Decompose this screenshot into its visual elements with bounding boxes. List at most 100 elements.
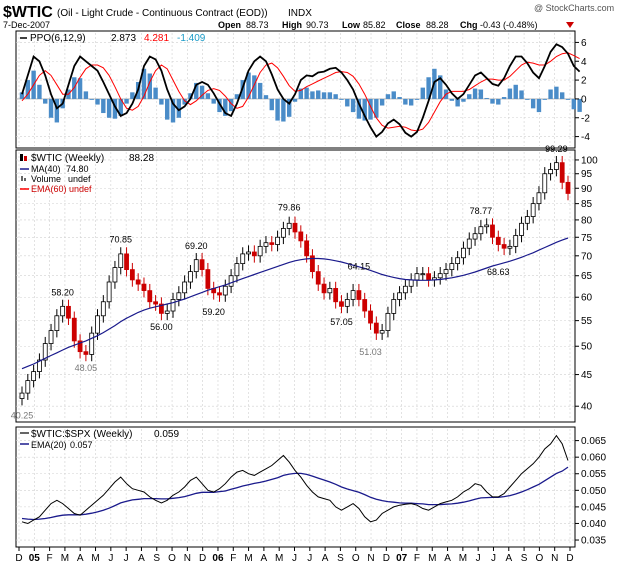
ppo-histogram-bar	[246, 72, 251, 99]
ppo-histogram-bar	[530, 98, 536, 109]
chg-value: -0.43 (-0.48%)	[480, 20, 538, 30]
ppo-histogram-bar	[333, 94, 338, 99]
ppo-histogram-bar	[269, 98, 274, 111]
candle-up	[48, 330, 54, 344]
ppo-histogram-bar	[368, 98, 373, 120]
ppo-histogram-bar	[362, 98, 367, 121]
ppo-histogram-bar	[188, 93, 193, 99]
x-tick-label: J	[292, 553, 297, 564]
candle-up	[176, 292, 182, 300]
ppo-histogram-bar	[118, 98, 123, 116]
ppo-legend-title: PPO(6,12,9)	[30, 33, 86, 44]
ppo-histogram-bar	[275, 98, 280, 121]
x-tick-label: M	[275, 553, 283, 564]
ppo-histogram-bar	[316, 90, 321, 99]
ratio-tick-label: 0.060	[581, 453, 606, 464]
x-tick-label: S	[153, 553, 160, 564]
candle-up	[420, 273, 426, 276]
candle-up	[478, 226, 484, 235]
candle-down	[304, 240, 310, 257]
candle-up	[280, 228, 286, 238]
price-tick-label: 40	[581, 402, 593, 413]
candle-down	[373, 322, 379, 334]
ppo-tick-label: -4	[581, 132, 590, 143]
ppo-histogram-bar	[438, 75, 443, 99]
ppo-histogram-bar	[385, 94, 391, 99]
volume-legend-value: undef	[68, 174, 91, 184]
ppo-hist-value: -1.409	[177, 33, 206, 44]
candle-down	[310, 255, 315, 273]
candle-up	[246, 251, 251, 255]
candle-up	[443, 269, 449, 275]
ppo-histogram-bar	[536, 98, 542, 113]
ma40-line	[21, 237, 569, 370]
ppo-histogram-bar	[525, 98, 530, 100]
price-tick-label: 55	[581, 316, 593, 327]
price-plot	[19, 156, 571, 406]
exchange-label: INDX	[288, 8, 312, 19]
ppo-histogram-bar	[37, 84, 42, 99]
x-tick-label: A	[261, 553, 268, 564]
ppo-histogram-bar	[461, 98, 466, 102]
price-panel	[15, 149, 576, 423]
candle-up	[89, 332, 95, 355]
price-legend-title: $WTIC (Weekly)	[31, 153, 104, 164]
ppo-histogram-bar	[298, 88, 304, 99]
x-tick-label: M	[428, 553, 436, 564]
x-tick-label: F	[414, 553, 420, 564]
candle-up	[524, 216, 530, 224]
ppo-histogram-bar	[19, 92, 25, 99]
candle-down	[559, 162, 565, 183]
x-tick-label: O	[535, 553, 543, 564]
candle-up	[519, 222, 524, 236]
ppo-histogram-bar	[304, 87, 309, 99]
ppo-histogram-bar	[43, 98, 48, 104]
ppo-histogram-bar	[281, 98, 286, 122]
x-tick-label: J	[108, 553, 113, 564]
candle-up	[25, 380, 31, 394]
candle-down	[565, 181, 571, 194]
x-tick-label: D	[566, 553, 573, 564]
price-annotation: 58.20	[51, 287, 74, 297]
candle-up	[286, 222, 292, 229]
x-tick-label: F	[47, 553, 53, 564]
candle-down	[77, 340, 83, 353]
ema20-legend-label: EMA(20)	[31, 440, 67, 450]
ratio-tick-label: 0.055	[581, 469, 606, 480]
candle-up	[118, 253, 124, 268]
candle-up	[472, 233, 478, 240]
price-annotation: 40.25	[11, 411, 34, 421]
price-annotation: 59.20	[202, 307, 225, 317]
candle-down	[490, 224, 495, 238]
candle-up	[455, 257, 461, 264]
ppo-histogram-bar	[25, 80, 31, 99]
ppo-panel	[15, 30, 576, 149]
ppo-histogram-bar	[484, 97, 489, 99]
ratio-plot	[21, 434, 569, 525]
price-annotation: 56.00	[150, 322, 173, 332]
ppo-histogram-bar	[310, 91, 315, 99]
price-annotation: 68.63	[487, 267, 510, 277]
ppo-histogram-bar	[205, 93, 211, 99]
close-value: 88.28	[426, 20, 449, 30]
ratio-legend-last: 0.059	[154, 429, 179, 440]
ppo-histogram-bar	[153, 87, 158, 99]
ppo-tick-label: 4	[581, 57, 587, 68]
high-value: 90.73	[306, 20, 329, 30]
ppo-histogram-bar	[408, 98, 414, 106]
candle-down	[356, 290, 362, 300]
ppo-histogram-bar	[420, 87, 425, 99]
candle-up	[461, 247, 466, 259]
chg-label: Chg	[460, 20, 478, 30]
ppo-histogram-bar	[350, 98, 356, 113]
ppo-histogram-bar	[257, 82, 263, 99]
x-tick-label: A	[77, 553, 84, 564]
candle-up	[112, 267, 118, 283]
x-axis-ticks: D 05 F M A M J J A S O N D 06 F M A M J J A S O N D 07 F M A M J J A S O N D	[15, 547, 574, 564]
ratio-line	[21, 434, 569, 525]
price-tick-label: 95	[581, 169, 593, 180]
x-tick-label: N	[184, 553, 191, 564]
ppo-histogram-bar	[577, 98, 582, 112]
volume-legend-icon-2	[24, 178, 26, 181]
down-arrow-icon	[566, 22, 574, 28]
